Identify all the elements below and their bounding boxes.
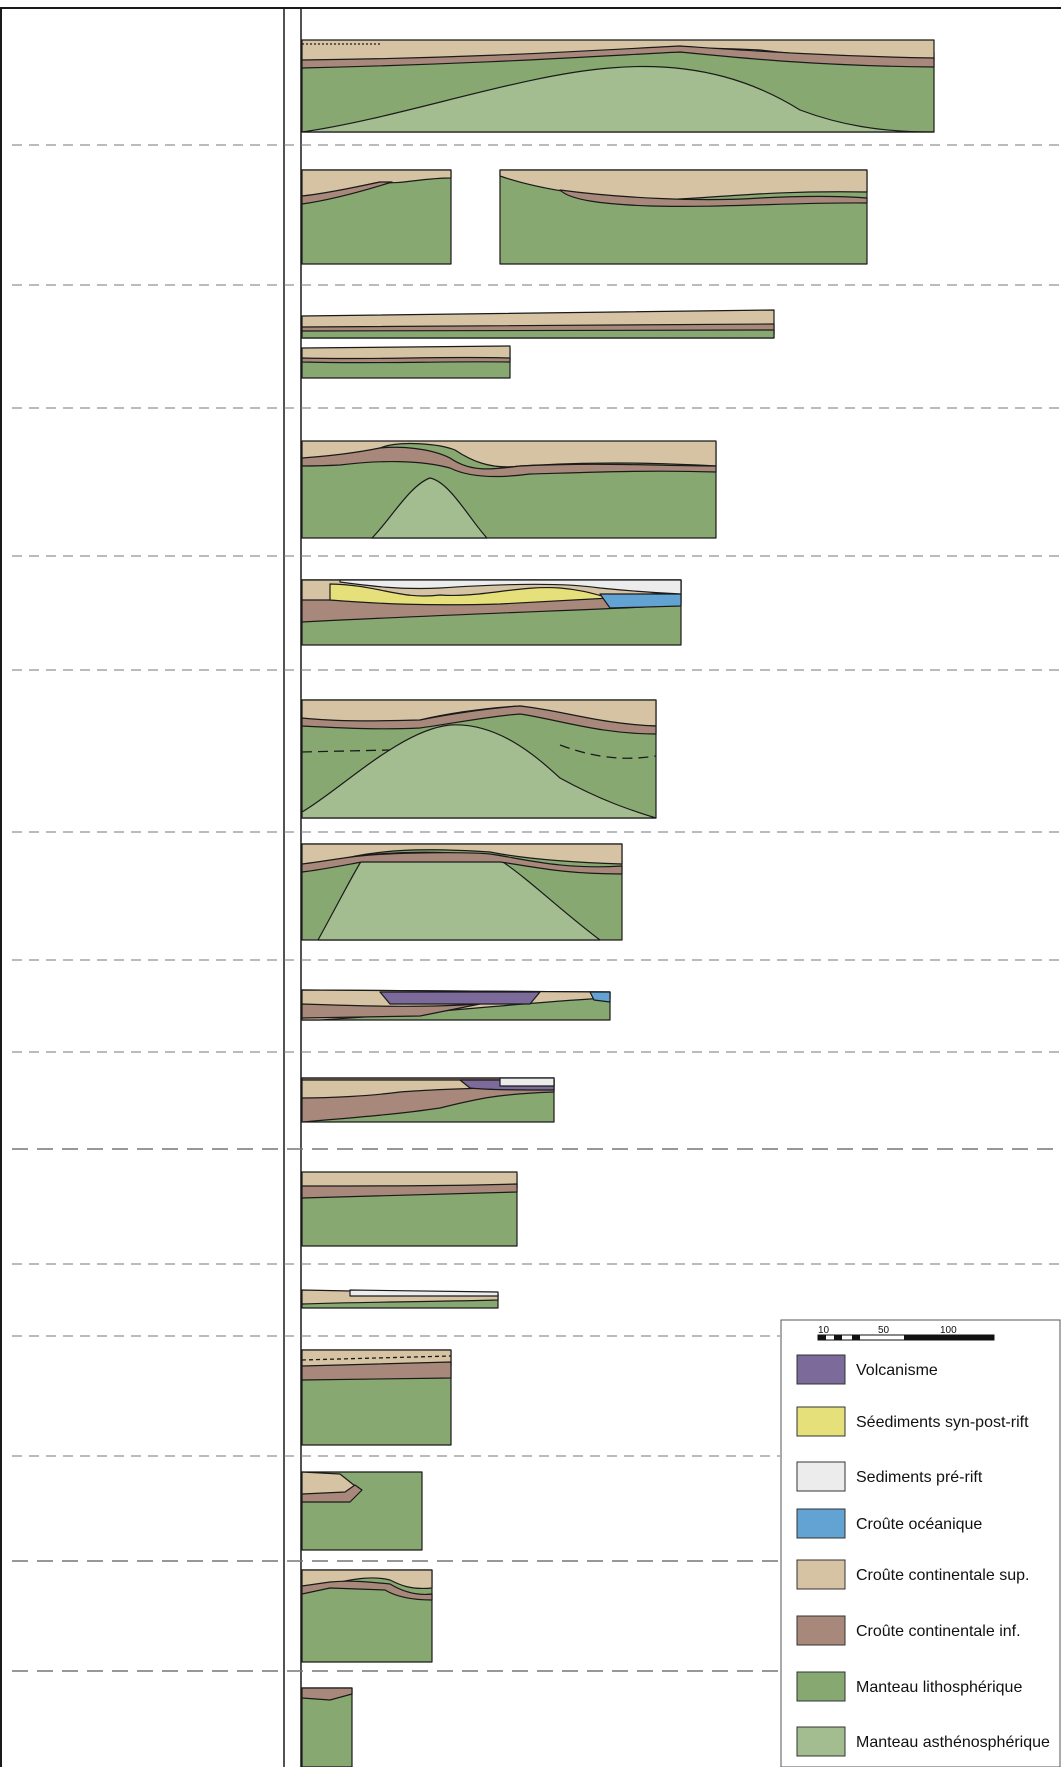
legend: 10 50 100 Volcanisme Séediments syn-post-rif…	[780, 1319, 1061, 1767]
row-separators	[12, 144, 1061, 1672]
outer-frame	[0, 7, 1061, 1767]
volcanics	[379, 991, 541, 1005]
lower-crust	[301, 1484, 363, 1503]
lower-crust	[301, 1580, 433, 1601]
pre-rift-sediments	[349, 1289, 499, 1297]
pre-rift-sediments	[339, 579, 682, 595]
legend-swatch	[796, 1671, 846, 1702]
legend-label: Volcanisme	[856, 1362, 938, 1379]
lithospheric-mantle	[301, 329, 775, 339]
asthenosphere	[301, 724, 657, 819]
scale-bar-segment	[904, 1335, 994, 1340]
scale-bar-tick-label: 10	[818, 1325, 830, 1336]
legend-swatch	[796, 1559, 846, 1590]
legend-label: Séediments syn-post-rift	[856, 1414, 1029, 1431]
legend-swatch	[796, 1615, 846, 1646]
legend-swatch	[796, 1406, 846, 1437]
lower-crust	[301, 45, 935, 69]
legend-label: Croûte continentale inf.	[856, 1623, 1021, 1640]
scale-bar-tick-label: 100	[940, 1325, 957, 1336]
legend-label: Croûte continentale sup.	[856, 1567, 1029, 1584]
scale-bar-segment	[818, 1335, 826, 1340]
pre-rift-sediments	[499, 1077, 555, 1087]
dashed-boundary	[301, 749, 391, 753]
cross-sections	[301, 39, 935, 1767]
scale-bar-segment	[834, 1335, 842, 1340]
legend-swatch	[796, 1508, 846, 1539]
lower-crust	[301, 1183, 518, 1199]
legend-label: Croûte océanique	[856, 1516, 982, 1533]
lower-crust	[301, 446, 717, 478]
asthenosphere	[301, 65, 935, 133]
lower-crust	[301, 1687, 353, 1701]
lower-crust	[301, 356, 511, 364]
legend-label: Manteau lithosphérique	[856, 1679, 1022, 1696]
asthenosphere	[371, 477, 488, 539]
lower-crust	[559, 189, 868, 208]
lower-crust	[301, 181, 393, 205]
legend-label: Sediments pré-rift	[856, 1469, 983, 1486]
syn-rift-sediments	[329, 583, 611, 606]
scale-bar-tick-label: 50	[878, 1325, 890, 1336]
fault-lines	[301, 1355, 452, 1361]
dashed-boundary	[559, 744, 657, 759]
oceanic-crust	[589, 991, 611, 1003]
oceanic-crust	[599, 593, 682, 609]
lower-crust	[301, 1361, 452, 1381]
legend-label: Manteau asthénosphérique	[856, 1734, 1050, 1751]
legend-swatch	[796, 1354, 846, 1385]
legend-swatch	[796, 1461, 846, 1492]
lower-crust	[301, 852, 623, 875]
scale-bar-segment	[852, 1335, 860, 1340]
lower-crust	[301, 705, 657, 735]
legend-swatch	[796, 1726, 846, 1757]
